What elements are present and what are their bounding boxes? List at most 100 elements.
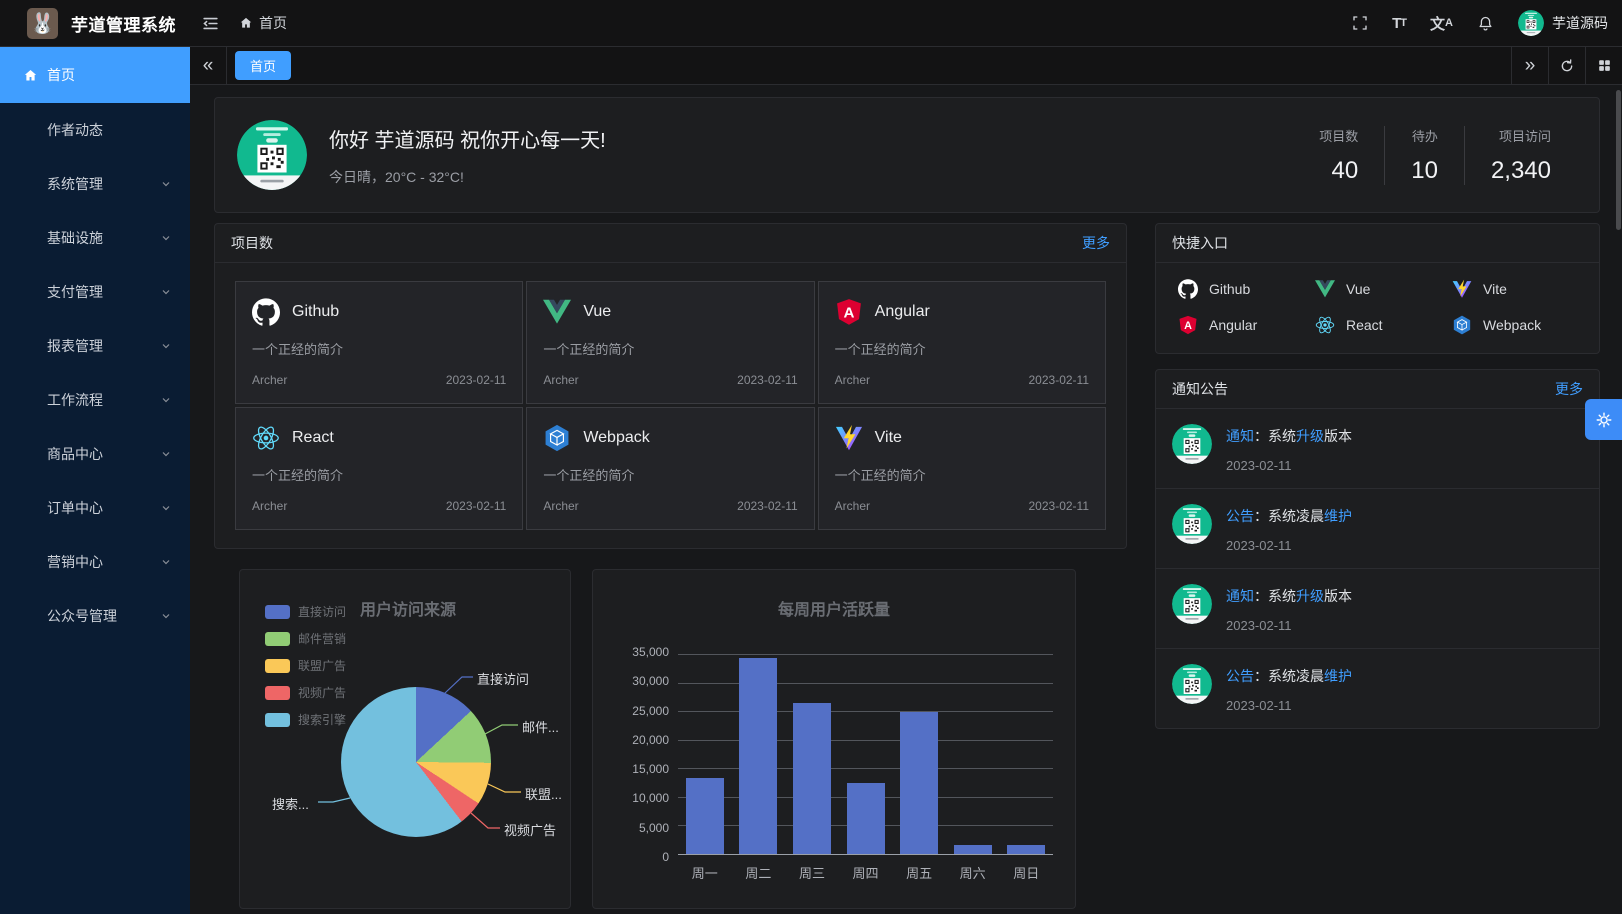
bell-icon[interactable] <box>1477 15 1494 32</box>
tags-scroll-right-icon[interactable]: » <box>1511 47 1548 84</box>
notice-avatar <box>1172 424 1212 464</box>
menu-fold-icon[interactable] <box>202 15 219 32</box>
pie-legend: 直接访问 邮件营销 联盟广告 视频广告 搜索引擎 <box>265 603 346 728</box>
notices-more-link[interactable]: 更多 <box>1555 381 1583 397</box>
layout-grid-icon[interactable] <box>1585 47 1622 84</box>
chevron-down-icon <box>162 452 170 457</box>
pie-callout-direct: 直接访问 <box>477 672 530 687</box>
sidebar-item-product[interactable]: 商品中心 <box>0 427 190 481</box>
notices-panel: 通知公告 更多 通知：系统升级版本 2023-02-11 <box>1155 369 1600 729</box>
pie-callout-union: 联盟... <box>525 787 562 802</box>
legend-item[interactable]: 直接访问 <box>265 603 346 620</box>
breadcrumb[interactable]: 首页 <box>239 13 287 33</box>
greeting-avatar <box>237 120 307 190</box>
notice-item[interactable]: 公告：系统凌晨维护 2023-02-11 <box>1156 648 1599 728</box>
bar-series <box>678 654 1053 854</box>
app-logo-area[interactable]: 🐰 芋道管理系统 <box>0 7 190 39</box>
quick-link-github[interactable]: Github <box>1172 279 1309 299</box>
vite-icon <box>835 424 863 452</box>
settings-drawer-button[interactable] <box>1585 399 1622 440</box>
bar-x-axis: 周一 周二 周三 周四 周五 周六 周日 <box>691 866 1040 881</box>
sidebar-item-report[interactable]: 报表管理 <box>0 319 190 373</box>
page-content: 你好 芋道源码 祝你开心每一天! 今日晴，20°C - 32°C! 项目数 40… <box>190 85 1622 914</box>
notice-item[interactable]: 通知：系统升级版本 2023-02-11 <box>1156 568 1599 648</box>
quick-link-vue[interactable]: Vue <box>1309 279 1446 299</box>
notice-avatar <box>1172 664 1212 704</box>
sidebar-item-wechat-mp[interactable]: 公众号管理 <box>0 589 190 643</box>
bar <box>792 702 831 854</box>
projects-panel: 项目数 更多 Github 一个正经的简介 Archer 2023-02-11 V… <box>214 223 1127 549</box>
app-title: 芋道管理系统 <box>71 15 176 35</box>
sidebar-item-marketing[interactable]: 营销中心 <box>0 535 190 589</box>
chevron-down-icon <box>162 182 170 187</box>
project-card-angular[interactable]: Angular 一个正经的简介 Archer 2023-02-11 <box>817 281 1106 404</box>
project-card-vite[interactable]: Vite 一个正经的简介 Archer 2023-02-11 <box>817 407 1106 530</box>
tab-home[interactable]: 首页 <box>235 51 292 80</box>
user-avatar <box>1518 10 1544 36</box>
legend-item[interactable]: 搜索引擎 <box>265 711 346 728</box>
notices-title: 通知公告 <box>1172 381 1228 397</box>
notice-avatar <box>1172 584 1212 624</box>
sidebar-item-order[interactable]: 订单中心 <box>0 481 190 535</box>
chevron-down-icon <box>162 560 170 565</box>
bar-chart-title: 每周用户活跃量 <box>777 602 890 619</box>
user-menu[interactable]: 芋道源码 <box>1518 10 1608 36</box>
sidebar-item-home[interactable]: 首页 <box>0 47 190 103</box>
project-card-github[interactable]: Github 一个正经的简介 Archer 2023-02-11 <box>235 281 524 404</box>
notice-avatar <box>1172 504 1212 544</box>
webpack-icon <box>543 424 571 452</box>
chevron-down-icon <box>162 506 170 511</box>
greeting-title: 你好 芋道源码 祝你开心每一天! <box>329 129 606 152</box>
pie-callout-email: 邮件... <box>522 720 559 735</box>
fullscreen-icon[interactable] <box>1352 15 1368 31</box>
scrollbar-thumb[interactable] <box>1616 90 1621 230</box>
home-icon <box>239 16 253 30</box>
chevron-down-icon <box>162 236 170 241</box>
bar <box>739 658 778 854</box>
sidebar: 首页 作者动态 系统管理 基础设施 支付管理 报表管理 工作流程 商品中心 <box>0 47 190 914</box>
projects-panel-title: 项目数 <box>231 235 273 251</box>
bar <box>685 778 724 854</box>
sidebar-item-author-news[interactable]: 作者动态 <box>47 122 103 138</box>
sidebar-item-workflow[interactable]: 工作流程 <box>0 373 190 427</box>
bar <box>846 782 885 854</box>
project-card-webpack[interactable]: Webpack 一个正经的简介 Archer 2023-02-11 <box>526 407 815 530</box>
quick-link-webpack[interactable]: Webpack <box>1446 315 1583 335</box>
bar-plot <box>678 654 1053 855</box>
project-card-vue[interactable]: Vue 一个正经的简介 Archer 2023-02-11 <box>526 281 815 404</box>
legend-item[interactable]: 联盟广告 <box>265 657 346 674</box>
quick-link-vite[interactable]: Vite <box>1446 279 1583 299</box>
notice-item[interactable]: 通知：系统升级版本 2023-02-11 <box>1156 409 1599 488</box>
chevron-down-icon <box>162 614 170 619</box>
projects-more-link[interactable]: 更多 <box>1082 235 1110 251</box>
pie-leader-lines <box>318 676 521 829</box>
angular-icon <box>1178 315 1198 335</box>
tag-bar: « 首页 » <box>190 47 1622 85</box>
pie-chart-card: 用户访问来源 直接访问 邮件营销 联盟广告 视频广告 搜索引擎 <box>239 569 571 909</box>
github-icon <box>1178 279 1198 299</box>
legend-item[interactable]: 邮件营销 <box>265 630 346 647</box>
sidebar-item-infra[interactable]: 基础设施 <box>0 211 190 265</box>
project-card-react[interactable]: React 一个正经的简介 Archer 2023-02-11 <box>235 407 524 530</box>
bar <box>1007 844 1046 854</box>
bar-chart-card: 每周用户活跃量 35,000 30,000 25,000 20,000 15,0… <box>592 569 1076 909</box>
refresh-icon[interactable] <box>1548 47 1585 84</box>
react-icon <box>1315 315 1335 335</box>
sidebar-item-system[interactable]: 系统管理 <box>0 157 190 211</box>
quick-link-angular[interactable]: Angular <box>1172 315 1309 335</box>
sidebar-item-pay[interactable]: 支付管理 <box>0 265 190 319</box>
quick-link-react[interactable]: React <box>1309 315 1446 335</box>
notice-item[interactable]: 公告：系统凌晨维护 2023-02-11 <box>1156 488 1599 568</box>
vue-icon <box>543 298 571 326</box>
webpack-icon <box>1452 315 1472 335</box>
chevron-down-icon <box>162 290 170 295</box>
legend-item[interactable]: 视频广告 <box>265 684 346 701</box>
stat-projects: 项目数 40 <box>1319 128 1359 184</box>
user-name: 芋道源码 <box>1552 15 1608 31</box>
angular-icon <box>835 298 863 326</box>
bar-y-axis: 35,000 30,000 25,000 20,000 15,000 10,00… <box>632 645 669 864</box>
tags-scroll-left-icon[interactable]: « <box>190 47 227 84</box>
